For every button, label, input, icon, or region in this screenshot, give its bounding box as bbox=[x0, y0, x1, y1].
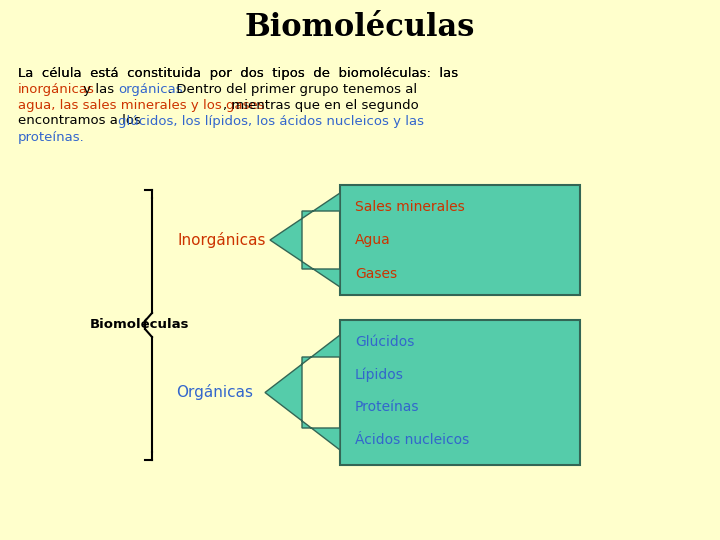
Text: Biomoléculas: Biomoléculas bbox=[245, 12, 475, 44]
Text: y las: y las bbox=[79, 83, 118, 96]
Text: La  célula  está  constituida  por  dos  tipos  de  biomoléculas:  las: La célula está constituida por dos tipos… bbox=[18, 66, 458, 79]
Text: inorgánicas: inorgánicas bbox=[18, 83, 95, 96]
Text: . Dentro del primer grupo tenemos al: . Dentro del primer grupo tenemos al bbox=[168, 83, 417, 96]
Text: Proteínas: Proteínas bbox=[355, 400, 420, 414]
Text: proteínas.: proteínas. bbox=[18, 131, 85, 144]
Bar bbox=[340, 320, 580, 465]
Text: , mientras que en el segundo: , mientras que en el segundo bbox=[223, 98, 419, 111]
Text: Sales minerales: Sales minerales bbox=[355, 200, 464, 214]
Text: Biomoléculas: Biomoléculas bbox=[90, 319, 189, 332]
Text: Orgánicas: Orgánicas bbox=[176, 384, 253, 401]
Polygon shape bbox=[270, 193, 340, 287]
Text: Agua: Agua bbox=[355, 233, 391, 247]
Text: Lípidos: Lípidos bbox=[355, 367, 404, 382]
Text: encontramos a los: encontramos a los bbox=[18, 114, 145, 127]
Text: La  célula  está  constituida  por  dos  tipos  de  biomoléculas:  las: La célula está constituida por dos tipos… bbox=[18, 66, 458, 79]
Text: Gases: Gases bbox=[355, 267, 397, 281]
Polygon shape bbox=[265, 335, 340, 450]
Text: Ácidos nucleicos: Ácidos nucleicos bbox=[355, 433, 469, 447]
Bar bbox=[340, 185, 580, 295]
Text: glúcidos, los lípidos, los ácidos nucleicos y las: glúcidos, los lípidos, los ácidos nuclei… bbox=[118, 114, 424, 127]
Text: orgánicas: orgánicas bbox=[118, 83, 183, 96]
Text: agua, las sales minerales y los gases: agua, las sales minerales y los gases bbox=[18, 98, 265, 111]
Text: Inorgánicas: Inorgánicas bbox=[178, 232, 266, 248]
Text: Glúcidos: Glúcidos bbox=[355, 335, 415, 349]
